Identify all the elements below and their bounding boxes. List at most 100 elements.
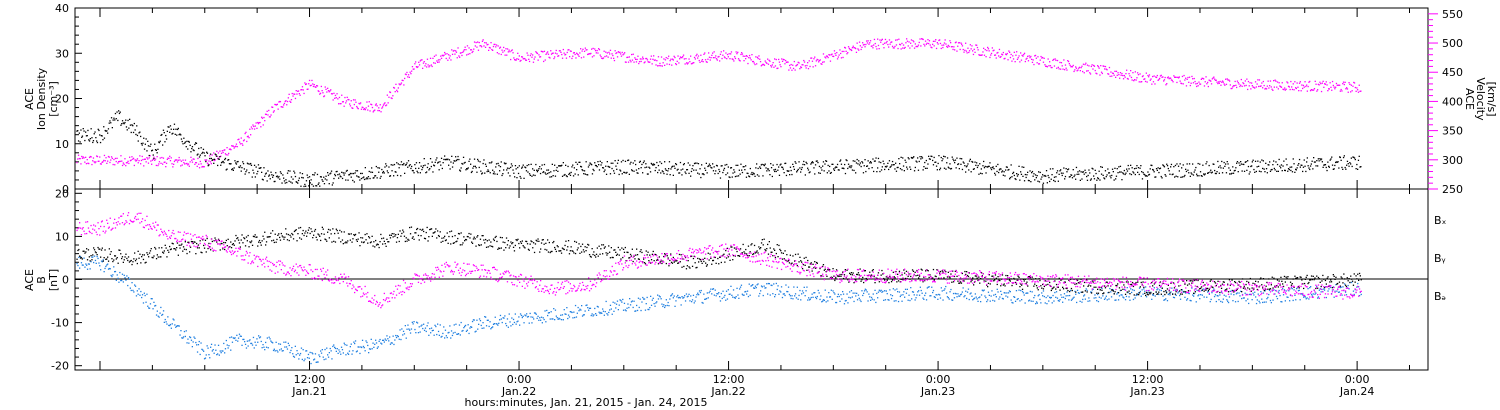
by-point: [358, 346, 360, 348]
density-point: [1297, 164, 1299, 166]
by-point: [442, 332, 444, 335]
velocity-point: [717, 56, 719, 58]
by-point: [902, 294, 904, 296]
by-point: [368, 348, 371, 350]
velocity-point: [1334, 88, 1336, 90]
by-point: [480, 324, 482, 327]
velocity-point: [690, 63, 693, 65]
by-point: [1262, 292, 1265, 294]
velocity-point: [883, 47, 885, 49]
velocity-point: [866, 42, 869, 44]
density-point: [587, 166, 590, 168]
by-point: [287, 342, 289, 344]
density-point: [669, 174, 671, 176]
by-point: [939, 297, 942, 299]
velocity-point: [317, 90, 319, 92]
density-point: [1261, 159, 1263, 161]
by-point: [640, 309, 642, 312]
by-point: [884, 299, 887, 301]
by-point: [258, 335, 260, 337]
by-point: [1007, 292, 1010, 294]
by-point: [1264, 290, 1266, 292]
by-point: [841, 298, 843, 300]
density-point: [861, 161, 863, 163]
by-point: [1272, 299, 1274, 301]
by-point: [708, 292, 710, 294]
by-point: [1334, 290, 1336, 292]
velocity-point: [764, 60, 766, 62]
by-point: [108, 267, 110, 270]
velocity-point: [435, 54, 437, 56]
by-point: [232, 337, 234, 339]
velocity-point: [758, 55, 760, 57]
velocity-point: [832, 55, 834, 57]
by-point: [285, 346, 288, 348]
by-point: [1269, 299, 1272, 302]
density-point: [1301, 164, 1303, 166]
density-point: [808, 172, 810, 174]
by-point: [251, 342, 253, 345]
density-point: [314, 172, 316, 174]
velocity-point: [532, 54, 534, 56]
by-point: [1071, 298, 1073, 300]
density-point: [777, 169, 779, 171]
velocity-point: [1169, 77, 1171, 79]
velocity-point: [1293, 89, 1295, 91]
density-point: [256, 173, 258, 175]
by-point: [206, 345, 208, 347]
by-point: [792, 298, 794, 300]
velocity-point: [1076, 70, 1078, 72]
density-point: [268, 174, 271, 176]
by-point: [1234, 301, 1237, 303]
by-point: [1255, 302, 1258, 305]
velocity-point: [1309, 80, 1311, 83]
bx-point: [94, 251, 97, 253]
by-point: [114, 270, 117, 273]
by-point: [739, 286, 742, 288]
by-point: [1069, 289, 1072, 292]
by-point: [911, 298, 913, 300]
density-point: [1047, 174, 1049, 177]
density-point: [85, 135, 88, 137]
velocity-point: [517, 52, 519, 54]
density-point: [646, 166, 648, 168]
density-point: [1281, 170, 1283, 172]
velocity-point: [227, 154, 229, 156]
velocity-point: [873, 38, 876, 41]
by-point: [1304, 296, 1306, 298]
velocity-point: [892, 47, 894, 49]
density-point: [697, 163, 700, 165]
velocity-point: [1352, 85, 1354, 87]
velocity-point: [1316, 90, 1318, 92]
velocity-point: [345, 102, 347, 104]
velocity-point: [801, 64, 803, 66]
velocity-point: [814, 65, 817, 67]
by-point: [573, 311, 575, 313]
by-point: [863, 292, 865, 294]
velocity-point: [1251, 85, 1253, 87]
density-point: [206, 152, 209, 154]
by-point: [383, 341, 385, 343]
velocity-point: [362, 106, 364, 109]
velocity-point: [1052, 59, 1054, 61]
density-point: [901, 169, 903, 171]
by-point: [625, 310, 627, 312]
velocity-point: [1161, 76, 1163, 78]
density-point: [451, 166, 454, 168]
velocity-point: [264, 113, 267, 115]
density-point: [654, 169, 656, 172]
by-point: [1046, 303, 1048, 305]
density-point: [1042, 174, 1044, 176]
density-point: [646, 173, 649, 175]
velocity-point: [960, 42, 962, 44]
top-panel-frame: [74, 7, 1429, 190]
density-point: [322, 180, 324, 182]
by-point: [135, 295, 138, 297]
by-point: [1048, 300, 1050, 302]
velocity-point: [401, 79, 403, 81]
bx-point: [100, 256, 102, 258]
density-point: [1060, 172, 1063, 174]
by-point: [141, 296, 143, 299]
density-point: [234, 160, 236, 162]
by-point: [216, 354, 218, 356]
